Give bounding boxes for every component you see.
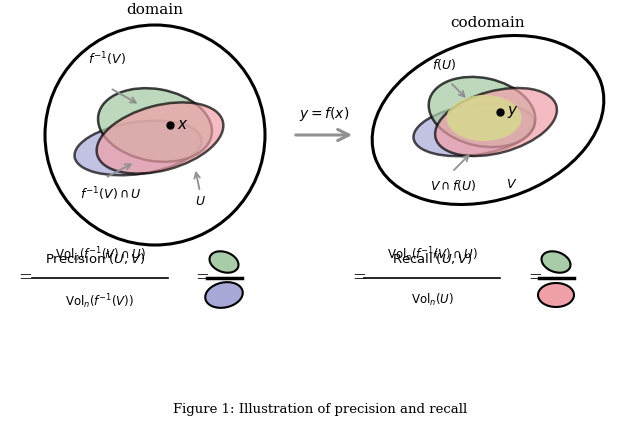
Ellipse shape <box>98 88 212 162</box>
Text: $f(U)$: $f(U)$ <box>432 57 456 72</box>
Text: $y$: $y$ <box>507 104 518 120</box>
Ellipse shape <box>541 251 570 273</box>
Text: $U$: $U$ <box>195 195 206 208</box>
Text: =: = <box>18 270 32 286</box>
Ellipse shape <box>97 102 223 174</box>
Text: $x$: $x$ <box>177 118 189 132</box>
Text: $\mathrm{Vol}_n(f^{-1}(V)\cap U)$: $\mathrm{Vol}_n(f^{-1}(V)\cap U)$ <box>387 245 477 264</box>
Text: =: = <box>528 270 542 286</box>
Circle shape <box>45 25 265 245</box>
Text: $\mathrm{Vol}_n(U)$: $\mathrm{Vol}_n(U)$ <box>410 292 454 308</box>
Text: =: = <box>352 270 366 286</box>
Text: $f^{-1}(V)\cap U$: $f^{-1}(V)\cap U$ <box>80 185 142 202</box>
Ellipse shape <box>447 95 522 141</box>
Text: codomain: codomain <box>451 16 525 30</box>
Text: =: = <box>195 270 209 286</box>
FancyArrowPatch shape <box>296 129 349 140</box>
Text: $\mathrm{Vol}_n(f^{-1}(V)\cap U)$: $\mathrm{Vol}_n(f^{-1}(V)\cap U)$ <box>54 245 145 264</box>
Ellipse shape <box>372 36 604 205</box>
Ellipse shape <box>538 283 574 307</box>
Ellipse shape <box>209 251 239 273</box>
Ellipse shape <box>413 104 534 156</box>
Ellipse shape <box>429 77 535 147</box>
Text: $\mathrm{Vol}_n(f^{-1}(V))$: $\mathrm{Vol}_n(f^{-1}(V))$ <box>65 292 134 311</box>
Text: $y = f(x)$: $y = f(x)$ <box>299 105 349 123</box>
Text: domain: domain <box>127 3 184 17</box>
Text: $V$: $V$ <box>506 178 517 191</box>
Text: Figure 1: Illustration of precision and recall: Figure 1: Illustration of precision and … <box>173 403 467 416</box>
Ellipse shape <box>435 88 557 156</box>
Text: $f^{-1}(V)$: $f^{-1}(V)$ <box>88 51 126 68</box>
Ellipse shape <box>205 282 243 308</box>
Text: $\mathrm{Precision}^f(U,V)$: $\mathrm{Precision}^f(U,V)$ <box>45 250 145 267</box>
Text: $V\cap f(U)$: $V\cap f(U)$ <box>430 178 477 193</box>
Text: $\mathrm{Recall}^f(U,V)$: $\mathrm{Recall}^f(U,V)$ <box>392 250 472 267</box>
Ellipse shape <box>74 121 202 175</box>
